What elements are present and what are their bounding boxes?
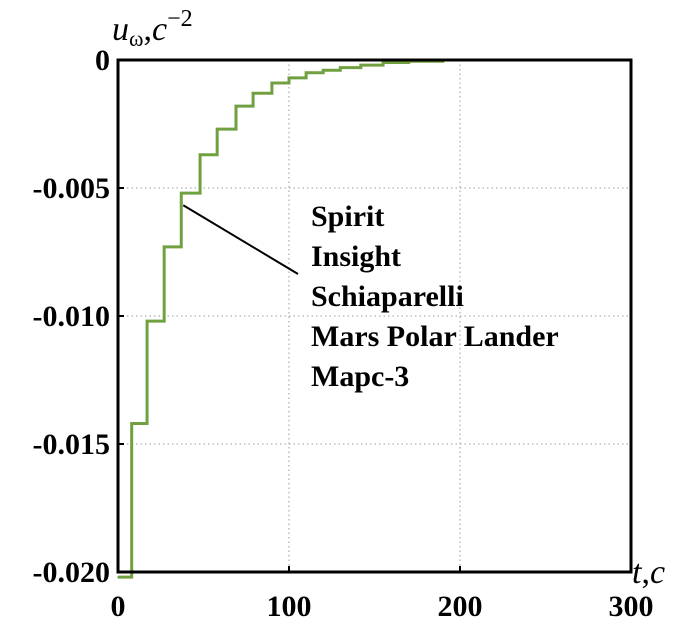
grid-lines xyxy=(118,60,631,572)
data-point xyxy=(146,320,148,322)
data-point xyxy=(180,192,183,194)
data-point xyxy=(199,153,201,156)
y-tick-label: -0.020 xyxy=(33,556,111,589)
series-layer xyxy=(117,58,632,579)
data-point xyxy=(163,246,165,248)
x-axis-label-sep: , xyxy=(641,554,650,591)
annotation-line: Insight xyxy=(311,240,401,273)
y-tick-labels: 0 -0.005 -0.010 -0.015 -0.020 xyxy=(33,44,124,589)
x-axis-label-main: t xyxy=(632,554,643,591)
annotation-leader-line xyxy=(182,204,299,275)
data-point xyxy=(360,64,362,66)
data-point xyxy=(382,61,384,64)
y-tick-label: 0 xyxy=(95,44,110,77)
y-axis-label-exp: −2 xyxy=(167,6,193,32)
annotation-text: Spirit Insight Schiaparelli Mars Polar Land… xyxy=(311,200,559,393)
x-tick-label: 100 xyxy=(267,590,312,623)
data-point xyxy=(271,82,273,84)
data-point xyxy=(339,66,342,69)
x-axis-label: t,c xyxy=(632,554,665,591)
y-tick-label: -0.005 xyxy=(33,172,111,205)
data-point xyxy=(130,422,133,425)
data-point xyxy=(252,92,254,95)
data-point xyxy=(216,128,218,130)
y-tick-label: -0.015 xyxy=(33,428,111,461)
data-point xyxy=(322,69,325,72)
annotation-line: Schiaparelli xyxy=(311,280,464,313)
data-point xyxy=(235,105,237,107)
x-tick-label: 0 xyxy=(111,590,126,623)
annotation-line: Марс-3 xyxy=(311,360,409,393)
x-tick-label: 300 xyxy=(609,590,654,623)
x-tick-label: 200 xyxy=(438,590,483,623)
y-tick-label: -0.010 xyxy=(33,300,111,333)
y-axis-label-sub: ω xyxy=(129,26,143,51)
data-point xyxy=(117,576,119,578)
series-line xyxy=(118,58,631,579)
annotation-line: Mars Polar Lander xyxy=(311,320,559,353)
data-point xyxy=(288,77,290,79)
annotation-line: Spirit xyxy=(311,200,384,233)
y-axis-label: uω,c−2 xyxy=(112,6,193,51)
y-axis-label-main: u xyxy=(112,11,129,48)
x-tick-labels: 0 100 200 300 xyxy=(111,566,654,623)
data-point xyxy=(305,72,307,74)
y-axis-label-unit: c xyxy=(152,11,167,48)
y-axis-label-sep: , xyxy=(143,11,152,48)
x-axis-label-unit: c xyxy=(650,554,665,591)
